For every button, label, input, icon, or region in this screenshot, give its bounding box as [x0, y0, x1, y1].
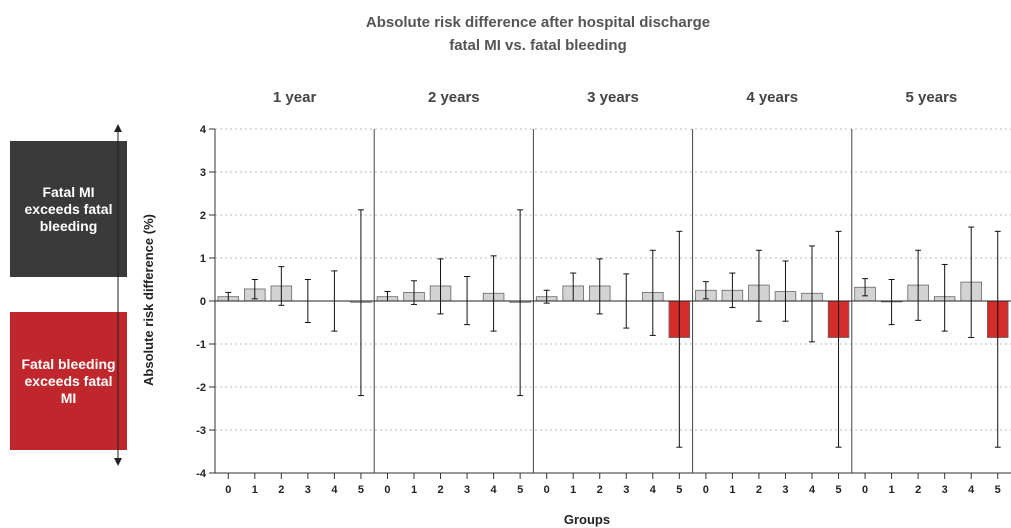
y-axis-title: Absolute risk difference (%)	[141, 214, 156, 386]
x-tick-label: 3	[464, 484, 470, 496]
fatal-bleeding-exceeds-label: Fatal bleeding exceeds fatal MI	[10, 312, 127, 450]
x-tick-label: 0	[384, 484, 390, 496]
x-tick-label: 2	[597, 484, 603, 496]
y-tick-label: 4	[200, 124, 207, 136]
y-tick-label: 2	[200, 210, 206, 222]
x-tick-label: 1	[252, 484, 258, 496]
x-tick-label: 3	[782, 484, 788, 496]
x-tick-label: 3	[305, 484, 311, 496]
y-tick-label: -4	[196, 468, 207, 480]
chart-title: Absolute risk difference after hospital …	[366, 14, 710, 31]
panel-label: 1 year	[273, 89, 317, 106]
x-axis-title: Groups	[564, 512, 610, 527]
x-tick-label: 4	[809, 484, 816, 496]
panel-label: 2 years	[428, 89, 480, 106]
panel-label: 3 years	[587, 89, 639, 106]
x-tick-label: 1	[411, 484, 417, 496]
panel-label: 5 years	[906, 89, 958, 106]
fatal-mi-exceeds-label: Fatal MI exceeds fatal bleeding	[10, 141, 127, 277]
x-tick-label: 4	[650, 484, 657, 496]
x-tick-label: 0	[544, 484, 550, 496]
y-tick-label: 1	[200, 253, 206, 265]
x-tick-label: 0	[225, 484, 231, 496]
y-tick-label: 3	[200, 167, 206, 179]
x-tick-label: 4	[331, 484, 338, 496]
x-tick-label: 5	[358, 484, 364, 496]
panel-label: 4 years	[746, 89, 798, 106]
x-tick-label: 5	[517, 484, 523, 496]
chart-subtitle: fatal MI vs. fatal bleeding	[449, 37, 627, 54]
y-tick-label: 0	[200, 296, 206, 308]
x-tick-label: 0	[703, 484, 709, 496]
y-tick-label: -2	[196, 382, 206, 394]
x-tick-label: 1	[729, 484, 735, 496]
x-tick-label: 5	[835, 484, 841, 496]
x-tick-label: 0	[862, 484, 868, 496]
x-tick-label: 2	[915, 484, 921, 496]
y-tick-label: -3	[196, 425, 206, 437]
x-tick-label: 5	[995, 484, 1001, 496]
x-tick-label: 2	[278, 484, 284, 496]
x-tick-label: 1	[570, 484, 576, 496]
x-tick-label: 3	[623, 484, 629, 496]
x-tick-label: 4	[491, 484, 498, 496]
x-tick-label: 4	[968, 484, 975, 496]
x-tick-label: 1	[889, 484, 895, 496]
x-tick-label: 3	[942, 484, 948, 496]
x-tick-label: 2	[756, 484, 762, 496]
x-tick-label: 2	[437, 484, 443, 496]
y-tick-label: -1	[196, 339, 206, 351]
x-tick-label: 5	[676, 484, 682, 496]
